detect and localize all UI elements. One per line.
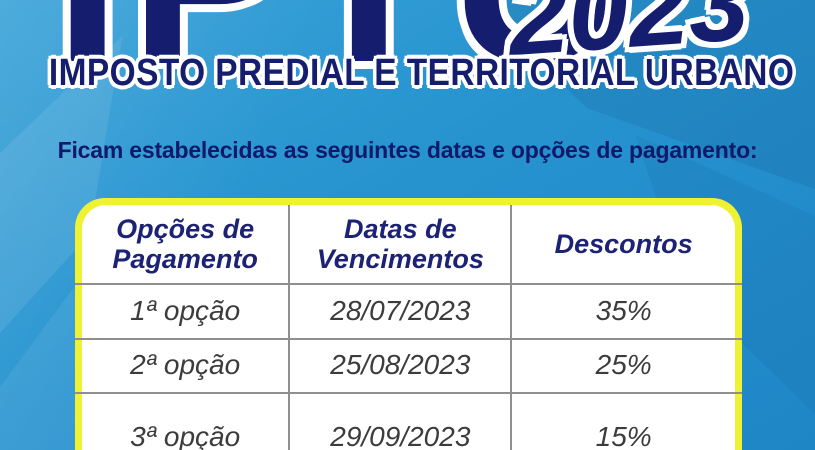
table-grid-line: [75, 392, 742, 394]
table-row-3-option: 3ª opção: [130, 420, 241, 450]
table-row-2-due-date: 25/08/2023: [288, 338, 513, 392]
table-row-1-discount: 35%: [595, 294, 652, 326]
header-cell-payment-options: Opções de Pagamento: [112, 213, 258, 274]
table-row-2-option: 2ª opção: [130, 349, 241, 380]
table-grid-line: [75, 338, 742, 340]
header-cell-discounts: Descontos: [554, 228, 693, 259]
table-row-2-discount: 25%: [595, 349, 652, 380]
payment-table-card: Opções de Pagamento Datas de Vencimentos…: [75, 198, 742, 450]
iptu-subtitle: IMPOSTO PREDIAL E TERRITORIAL URBANO: [48, 52, 795, 94]
table-row-1-option: 1ª opção: [130, 294, 241, 326]
header-cell-due-dates: Datas de Vencimentos: [288, 205, 513, 283]
table-row-3-discount: 15%: [595, 420, 652, 450]
table-row-3-due-date: 29/09/2023: [288, 392, 513, 450]
table-grid-line: [75, 283, 742, 285]
table-row-1-due-date: 28/07/2023: [288, 283, 513, 338]
payment-table: Opções de Pagamento Datas de Vencimentos…: [82, 205, 735, 450]
iptu-title: IPTU: [55, 0, 630, 97]
intro-text: Ficam estabelecidas as seguintes datas e…: [57, 137, 758, 163]
